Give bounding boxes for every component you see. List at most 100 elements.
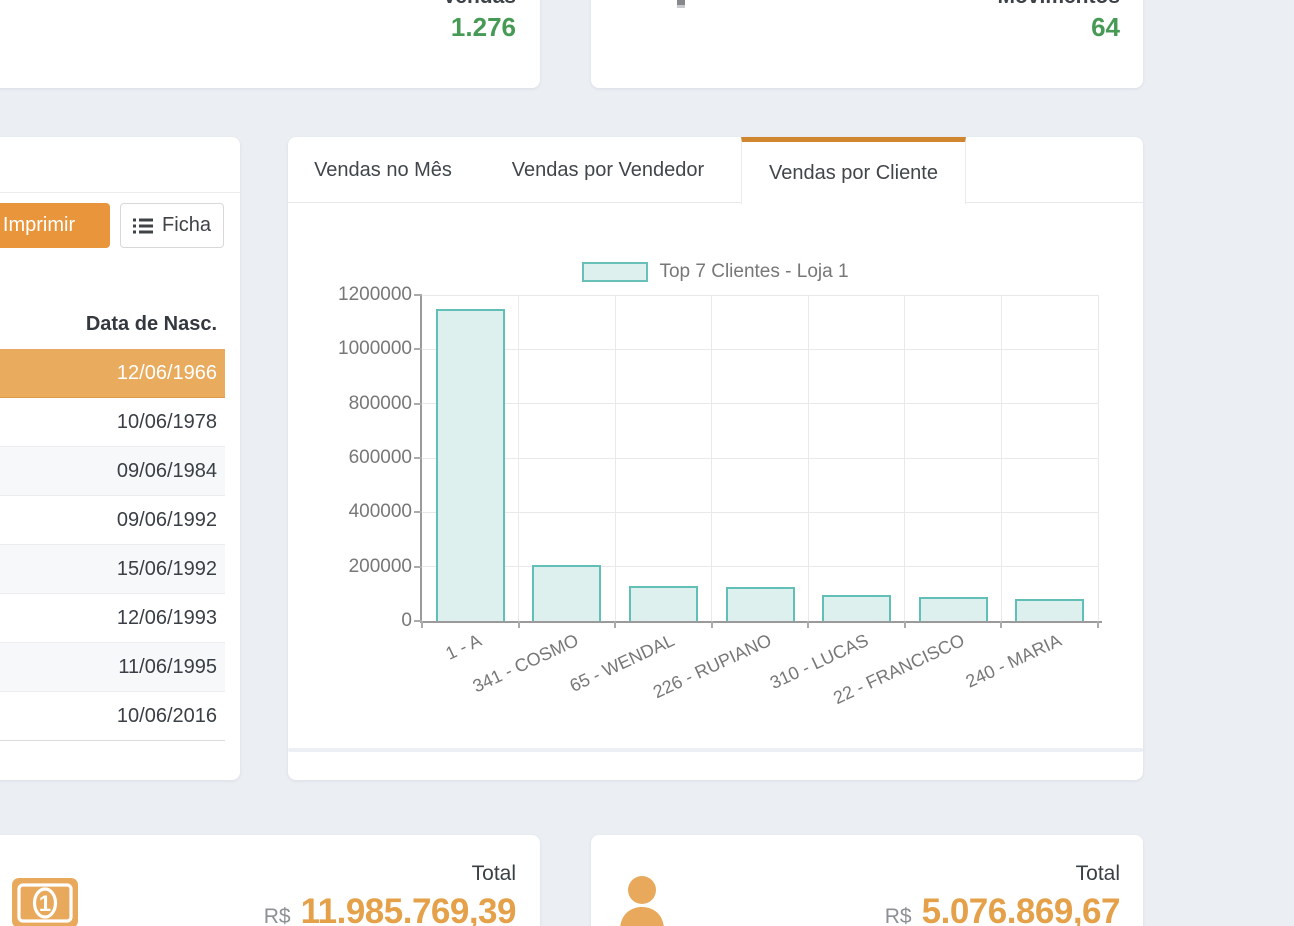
bar-341 - COSMO [532,565,602,621]
table-row[interactable]: 09/06/1984 [0,447,225,496]
movimentos-label: Movimentos [997,0,1120,8]
y-axis-tick-label: 200000 [348,555,412,577]
total-sales-label: Total [471,862,516,885]
tab-vendas-no-mes[interactable]: Vendas no Mês [301,137,465,203]
chart-legend[interactable]: Top 7 Clientes - Loja 1 [288,261,1143,283]
gridline-vertical [807,295,809,621]
table-row[interactable]: 15/06/1992 [0,545,225,594]
gridline-vertical [904,295,906,621]
total-clients-label: Total [1075,862,1120,885]
y-axis-tick [414,348,422,351]
x-axis-category-label: 1 - A [442,630,485,664]
x-axis-tick [710,621,713,628]
y-axis-tick-label: 400000 [348,501,412,523]
y-axis-tick-label: 1200000 [338,284,412,305]
table-row[interactable]: 12/06/1966 [0,349,225,398]
sales-chart-card: Vendas no Mês Vendas por Vendedor Vendas… [288,137,1143,780]
total-sales-value: 11.985.769,39 [300,892,517,926]
x-axis-tick [903,621,906,628]
gridline-horizontal [422,294,1098,296]
money-bill-icon: 1 [12,878,78,926]
plot-area: 0 200000 400000 600000 800000 1000000 1200000 1… [338,285,1102,708]
y-axis-tick [414,402,422,405]
ficha-button-label: Ficha [162,214,211,236]
svg-text:1: 1 [39,891,51,916]
vendas-metric-card: Vendas 1.276 [0,0,540,88]
imprimir-button-label: Imprimir [2,214,76,236]
gridline-horizontal [422,348,1098,350]
movimentos-value: 64 [1091,12,1120,42]
date-column-header: Data de Nasc. [85,313,217,335]
vendas-label: Vendas [442,0,516,8]
tab-vendas-por-cliente[interactable]: Vendas por Cliente [741,137,966,204]
movimentos-metric-card: Movimentos 64 [591,0,1143,88]
table-row[interactable]: 09/06/1992 [0,496,225,545]
table-row[interactable]: 610/06/2016 [0,692,225,741]
y-axis-tick [414,511,422,514]
x-axis-tick [421,621,423,628]
x-axis-category-label: 341 - COSMO [469,630,582,697]
x-axis-line [420,621,1102,623]
gridline-vertical [518,295,520,621]
y-axis-tick-label: 1000000 [338,338,412,360]
birthdate-table-header: e Data de Nasc. [0,300,225,349]
total-sales-card: 1 Total R$ 11.985.769,39 [0,835,540,926]
person-icon [612,876,672,926]
cropped-gray-icon [677,0,685,8]
y-axis-tick [414,620,422,622]
table-row[interactable]: 11/06/1995 [0,643,225,692]
x-axis-tick [614,621,617,628]
bar-1 - A [435,309,505,621]
bar-310 - LUCAS [822,594,892,621]
x-axis-category-label: 240 - MARIA [962,630,1065,692]
birthdate-cell: 15/06/1992 [116,558,217,580]
tab-vendas-no-mes-label: Vendas no Mês [314,158,452,181]
gridline-vertical [614,295,616,621]
birthdate-cell: 09/06/1992 [116,509,217,531]
table-row[interactable]: 12/06/1993 [0,594,225,643]
customer-card: Imprimir Ficha e Data de Nasc. 12/06/196… [0,137,240,780]
vendas-value: 1.276 [450,12,516,42]
total-sales-currency: R$ [263,905,291,926]
total-clients-card: Total R$ 5.076.869,67 [591,835,1143,926]
tab-vendas-por-vendedor[interactable]: Vendas por Vendedor [496,137,720,203]
gridline-vertical [1097,295,1099,621]
tab-vendas-por-cliente-label: Vendas por Cliente [768,161,938,184]
birthdate-cell: 09/06/1984 [116,460,217,482]
y-axis-tick [414,294,422,296]
x-axis-tick [1097,621,1099,628]
gridline-vertical [1000,295,1002,621]
x-axis-tick [807,621,810,628]
birthdate-cell: 12/06/1966 [116,362,217,384]
panel-divider [288,748,1143,752]
tab-vendas-por-vendedor-label: Vendas por Vendedor [511,158,705,181]
y-axis-tick-label: 600000 [348,447,412,468]
bar-240 - MARIA [1015,599,1085,621]
gridline-horizontal [422,403,1098,405]
table-row[interactable]: 510/06/1978 [0,398,225,447]
x-axis-tick [1000,621,1003,628]
total-clients-value: 5.076.869,67 [921,892,1121,926]
total-clients-currency: R$ [884,905,912,926]
legend-swatch [582,262,649,282]
birthdate-cell: 11/06/1995 [118,656,217,678]
birthdate-table-body: 12/06/1966 510/06/1978 09/06/1984 09/06/199… [0,349,225,741]
y-axis-tick [414,457,422,459]
y-axis-tick-label: 800000 [348,392,412,414]
y-axis-tick [414,565,422,568]
birthdate-cell: 12/06/1993 [116,607,217,629]
list-icon [133,218,154,234]
bar-65 - WENDAL [628,585,698,621]
bar-226 - RUPIANO [725,587,795,621]
gridline-vertical [711,295,713,621]
gridline-horizontal [422,566,1098,568]
gridline-horizontal [422,457,1098,459]
gridline-horizontal [422,511,1098,513]
birthdate-table: e Data de Nasc. 12/06/1966 510/06/1978 09/… [0,300,225,741]
imprimir-button[interactable]: Imprimir [0,203,110,248]
bar-22 - FRANCISCO [918,597,988,621]
y-axis-tick-label: 0 [401,610,412,631]
chart-tabbar [288,137,1143,203]
y-axis-line [420,295,422,623]
ficha-button[interactable]: Ficha [120,203,224,248]
